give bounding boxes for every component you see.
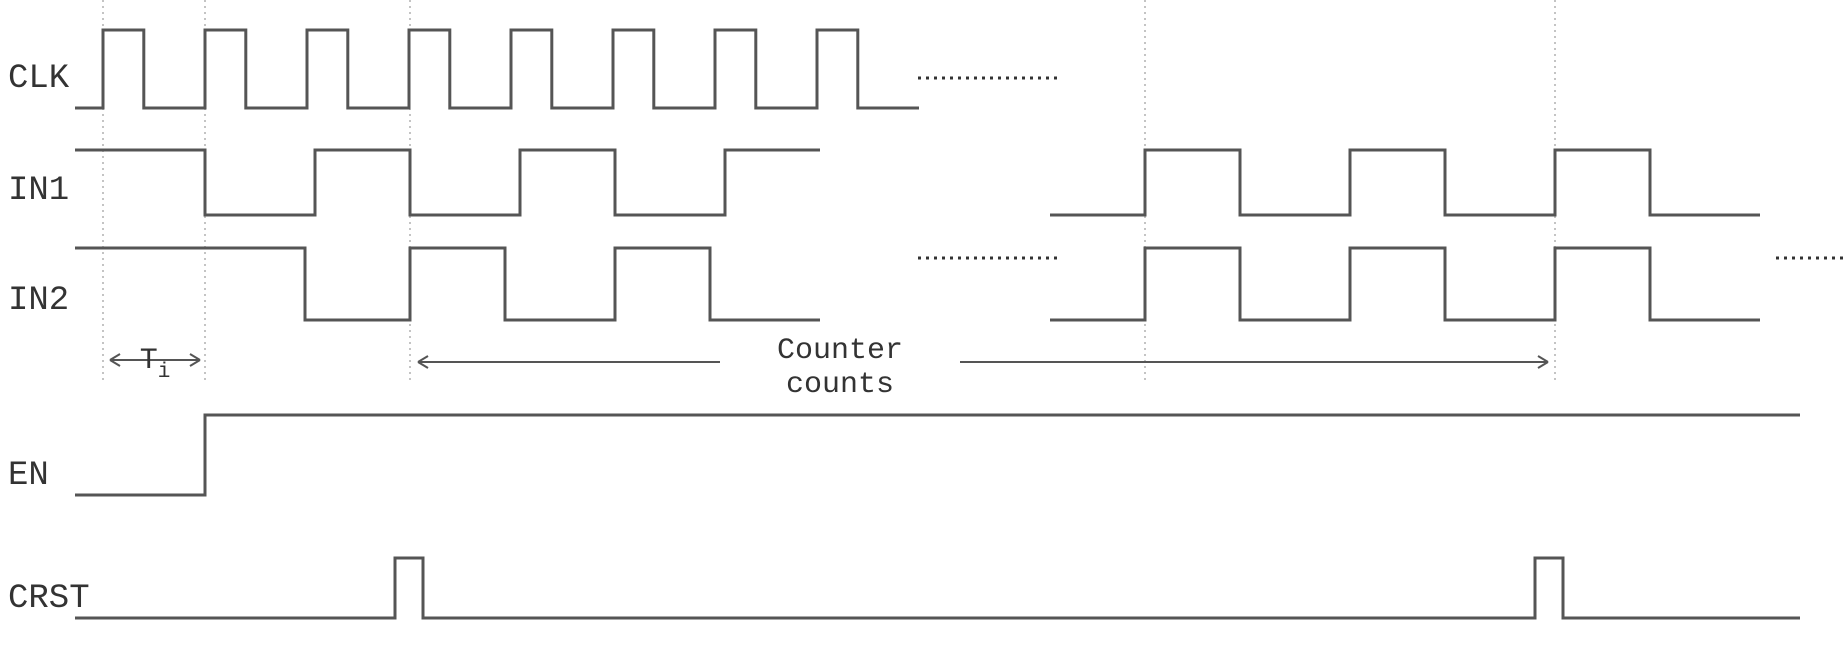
in2-waveform-left [75, 248, 820, 320]
in2-label: IN2 [8, 282, 69, 320]
counter-label-1: Counter [777, 334, 903, 368]
counter-label-2: counts [786, 368, 894, 402]
clk-label: CLK [8, 60, 70, 98]
in1-label: IN1 [8, 172, 69, 210]
crst-label: CRST [8, 580, 90, 618]
in2-waveform-right [1050, 248, 1760, 320]
in1-waveform-left [75, 150, 820, 215]
en-waveform [75, 415, 1800, 495]
ti-label: Ti [140, 344, 171, 384]
clk-waveform [75, 30, 919, 108]
timing-diagram: CLK IN1 IN2 EN CRST Ti Countercounts [0, 0, 1846, 656]
in1-waveform-right [1050, 150, 1760, 215]
crst-waveform [75, 558, 1800, 618]
en-label: EN [8, 457, 49, 495]
